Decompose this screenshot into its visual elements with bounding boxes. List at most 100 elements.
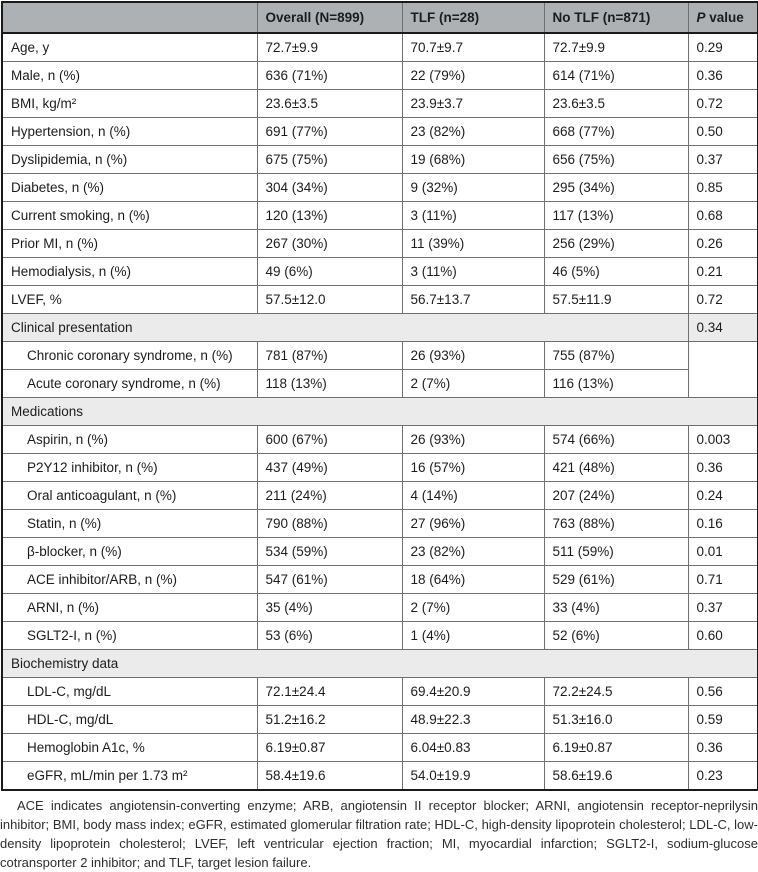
overall-cell: 534 (59%) (256, 537, 403, 566)
p-value-cell: 0.71 (687, 565, 758, 594)
table-row: Prior MI, n (%) 267 (30%) 11 (39%) 256 (29%… (1, 229, 758, 258)
p-value-cell: 0.34 (687, 313, 758, 342)
p-value-cell: 0.68 (687, 201, 758, 230)
table-row: Male, n (%) 636 (71%) 22 (79%) 614 (71%) 0.3… (1, 61, 758, 90)
table-row: BMI, kg/m² 23.6±3.5 23.9±3.7 23.6±3.5 0.72 (1, 89, 758, 118)
table-row: P2Y12 inhibitor, n (%) 437 (49%) 16 (57%) 4… (1, 453, 758, 482)
row-label: Oral anticoagulant, n (%) (1, 481, 258, 510)
overall-cell: 72.7±9.9 (256, 32, 403, 62)
row-label: Hemodialysis, n (%) (1, 257, 258, 286)
p-value-cell: 0.59 (687, 705, 758, 734)
header-overall: Overall (N=899) (256, 1, 403, 34)
tlf-cell: 19 (68%) (401, 145, 545, 174)
row-label: HDL-C, mg/dL (1, 705, 258, 734)
no-tlf-cell: 116 (13%) (543, 369, 689, 398)
tlf-cell: 2 (7%) (401, 593, 545, 622)
table-row: Current smoking, n (%) 120 (13%) 3 (11%) 11… (1, 201, 758, 230)
tlf-cell: 48.9±22.3 (401, 705, 545, 734)
table-row: β-blocker, n (%) 534 (59%) 23 (82%) 511 (59… (1, 537, 758, 566)
no-tlf-cell: 117 (13%) (543, 201, 689, 230)
p-value-cell: 0.37 (687, 145, 758, 174)
no-tlf-cell: 207 (24%) (543, 481, 689, 510)
row-label: Dyslipidemia, n (%) (1, 145, 258, 174)
row-label: Current smoking, n (%) (1, 201, 258, 230)
tlf-cell: 70.7±9.7 (401, 32, 545, 62)
tlf-cell: 3 (11%) (401, 201, 545, 230)
overall-cell: 781 (87%) (256, 341, 403, 370)
p-value-cell: 0.36 (687, 733, 758, 762)
header-p-value: P value (687, 1, 758, 34)
row-label: BMI, kg/m² (1, 89, 258, 118)
p-value-cell: 0.24 (687, 481, 758, 510)
tlf-cell: 23 (82%) (401, 537, 545, 566)
tlf-cell: 6.04±0.83 (401, 733, 545, 762)
no-tlf-cell: 256 (29%) (543, 229, 689, 258)
table-row: Oral anticoagulant, n (%) 211 (24%) 4 (14%… (1, 481, 758, 510)
table-row: Statin, n (%) 790 (88%) 27 (96%) 763 (88%) 0… (1, 509, 758, 538)
p-value-cell: 0.36 (687, 453, 758, 482)
table-row: LVEF, % 57.5±12.0 56.7±13.7 57.5±11.9 0.72 (1, 285, 758, 314)
p-value-cell: 0.60 (687, 621, 758, 650)
row-label: Hypertension, n (%) (1, 117, 258, 146)
p-value-cell: 0.85 (687, 173, 758, 202)
p-value-cell: 0.37 (687, 593, 758, 622)
table-row: Aspirin, n (%) 600 (67%) 26 (93%) 574 (66%)… (1, 425, 758, 454)
table-row: ARNI, n (%) 35 (4%) 2 (7%) 33 (4%) 0.37 (1, 593, 758, 622)
no-tlf-cell: 6.19±0.87 (543, 733, 689, 762)
no-tlf-cell: 421 (48%) (543, 453, 689, 482)
tlf-cell: 54.0±19.9 (401, 761, 545, 791)
table-row: SGLT2-I, n (%) 53 (6%) 1 (4%) 52 (6%) 0.60 (1, 621, 758, 650)
overall-cell: 120 (13%) (256, 201, 403, 230)
p-value-cell: 0.21 (687, 257, 758, 286)
header-no-tlf: No TLF (n=871) (543, 1, 689, 34)
tlf-cell: 26 (93%) (401, 425, 545, 454)
no-tlf-cell: 33 (4%) (543, 593, 689, 622)
table-row: Acute coronary syndrome, n (%) 118 (13%) 2… (1, 369, 758, 398)
table-row: Chronic coronary syndrome, n (%) 781 (87%… (1, 341, 758, 398)
overall-cell: 57.5±12.0 (256, 285, 403, 314)
overall-cell: 636 (71%) (256, 61, 403, 90)
overall-cell: 58.4±19.6 (256, 761, 403, 791)
overall-cell: 23.6±3.5 (256, 89, 403, 118)
section-label: Medications (1, 397, 758, 426)
overall-cell: 53 (6%) (256, 621, 403, 650)
overall-cell: 304 (34%) (256, 173, 403, 202)
p-value-cell: 0.01 (687, 537, 758, 566)
tlf-cell: 18 (64%) (401, 565, 545, 594)
overall-cell: 35 (4%) (256, 593, 403, 622)
p-value-cell: 0.72 (687, 285, 758, 314)
header-tlf: TLF (n=28) (401, 1, 545, 34)
p-value-cell: 0.26 (687, 229, 758, 258)
header-empty-cell (1, 1, 258, 34)
row-label: P2Y12 inhibitor, n (%) (1, 453, 258, 482)
no-tlf-cell: 295 (34%) (543, 173, 689, 202)
section-row: Biochemistry data (1, 649, 758, 678)
row-label: Male, n (%) (1, 61, 258, 90)
p-value-cell: 0.003 (687, 425, 758, 454)
header-row: Overall (N=899) TLF (n=28) No TLF (n=871… (1, 1, 758, 34)
tlf-cell: 1 (4%) (401, 621, 545, 650)
row-label: LDL-C, mg/dL (1, 677, 258, 706)
section-row: Clinical presentation 0.34 (1, 313, 758, 342)
table-row: eGFR, mL/min per 1.73 m² 58.4±19.6 54.0±19… (1, 761, 758, 791)
overall-cell: 267 (30%) (256, 229, 403, 258)
tlf-cell: 11 (39%) (401, 229, 545, 258)
tlf-cell: 27 (96%) (401, 509, 545, 538)
row-label: β-blocker, n (%) (1, 537, 258, 566)
overall-cell: 691 (77%) (256, 117, 403, 146)
p-value-cell: 0.72 (687, 89, 758, 118)
row-label: ACE inhibitor/ARB, n (%) (1, 565, 258, 594)
overall-cell: 790 (88%) (256, 509, 403, 538)
p-value-cell: 0.36 (687, 61, 758, 90)
no-tlf-cell: 58.6±19.6 (543, 761, 689, 791)
tlf-cell: 26 (93%) (401, 341, 545, 370)
p-value-cell: 0.50 (687, 117, 758, 146)
p-value-cell: 0.16 (687, 509, 758, 538)
baseline-characteristics-table: Overall (N=899) TLF (n=28) No TLF (n=871… (1, 1, 758, 791)
tlf-cell: 23 (82%) (401, 117, 545, 146)
table-row: Age, y 72.7±9.9 70.7±9.7 72.7±9.9 0.29 (1, 32, 758, 62)
row-label: Age, y (1, 32, 258, 62)
section-row: Medications (1, 397, 758, 426)
no-tlf-cell: 72.2±24.5 (543, 677, 689, 706)
tlf-cell: 22 (79%) (401, 61, 545, 90)
